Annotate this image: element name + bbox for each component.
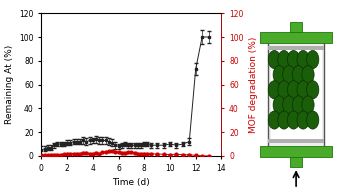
Circle shape xyxy=(302,66,314,84)
X-axis label: Time (d): Time (d) xyxy=(113,178,150,187)
Circle shape xyxy=(278,111,290,129)
Circle shape xyxy=(307,81,319,99)
Circle shape xyxy=(297,81,309,99)
Bar xyxy=(290,22,302,32)
Y-axis label: MOF degradation (%): MOF degradation (%) xyxy=(249,36,258,133)
Circle shape xyxy=(273,66,285,84)
Circle shape xyxy=(283,66,295,84)
Circle shape xyxy=(283,96,295,114)
Y-axis label: Remaining At (%): Remaining At (%) xyxy=(5,45,14,124)
Circle shape xyxy=(268,81,280,99)
Circle shape xyxy=(273,96,285,114)
Circle shape xyxy=(292,66,305,84)
Bar xyxy=(260,32,332,43)
Circle shape xyxy=(297,50,309,69)
Circle shape xyxy=(292,96,305,114)
Circle shape xyxy=(307,50,319,69)
Circle shape xyxy=(268,111,280,129)
Circle shape xyxy=(278,81,290,99)
Circle shape xyxy=(302,96,314,114)
Bar xyxy=(290,157,302,167)
Bar xyxy=(268,139,324,143)
Circle shape xyxy=(307,111,319,129)
Bar xyxy=(271,46,322,143)
Circle shape xyxy=(278,50,290,69)
Bar xyxy=(260,146,332,157)
Bar xyxy=(268,46,324,50)
Bar xyxy=(268,38,324,151)
Circle shape xyxy=(297,111,309,129)
Circle shape xyxy=(287,111,300,129)
Circle shape xyxy=(268,50,280,69)
Circle shape xyxy=(287,81,300,99)
Circle shape xyxy=(287,50,300,69)
